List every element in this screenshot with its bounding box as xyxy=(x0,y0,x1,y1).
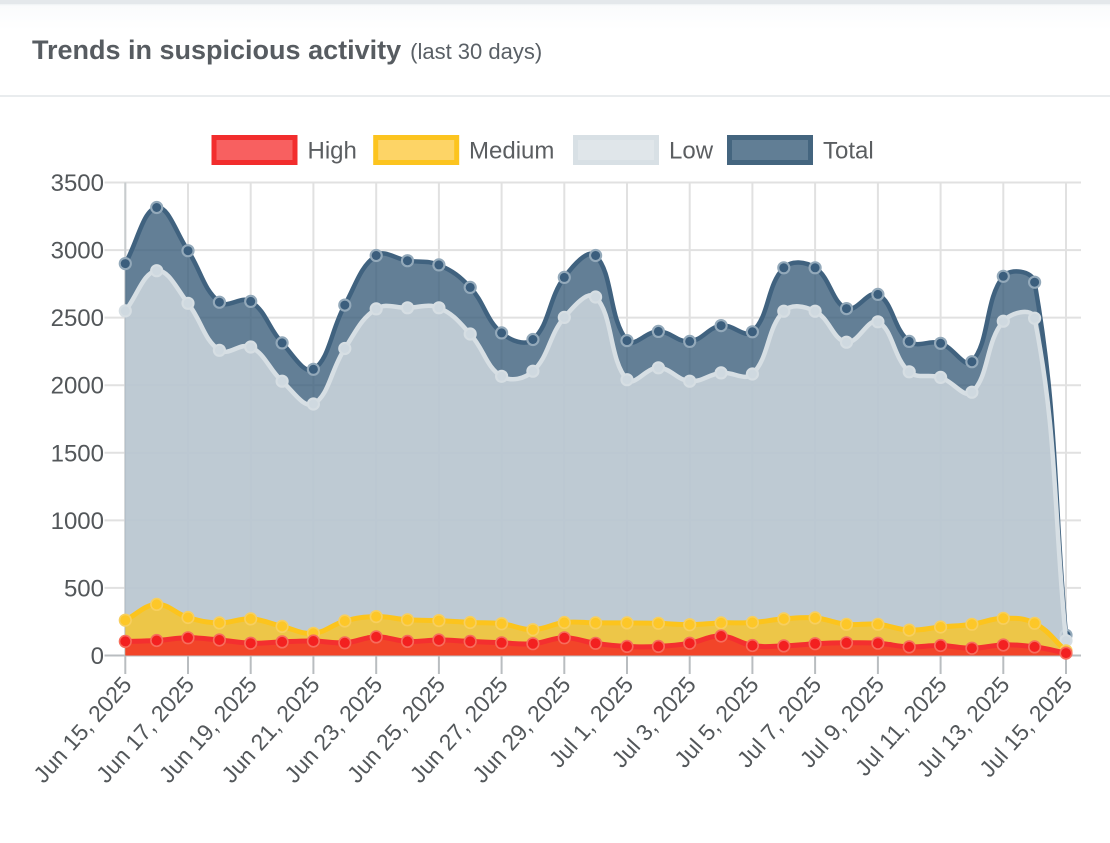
svg-text:High: High xyxy=(308,138,357,165)
svg-text:Medium: Medium xyxy=(469,138,554,165)
svg-text:2500: 2500 xyxy=(51,305,104,332)
svg-text:3000: 3000 xyxy=(51,238,104,265)
svg-text:2000: 2000 xyxy=(51,373,104,400)
svg-text:Low: Low xyxy=(669,138,714,165)
svg-text:1000: 1000 xyxy=(51,508,104,535)
svg-text:3500: 3500 xyxy=(51,170,104,197)
svg-text:0: 0 xyxy=(91,643,104,670)
svg-text:500: 500 xyxy=(64,575,104,602)
svg-text:Total: Total xyxy=(823,138,874,165)
svg-text:1500: 1500 xyxy=(51,440,104,467)
